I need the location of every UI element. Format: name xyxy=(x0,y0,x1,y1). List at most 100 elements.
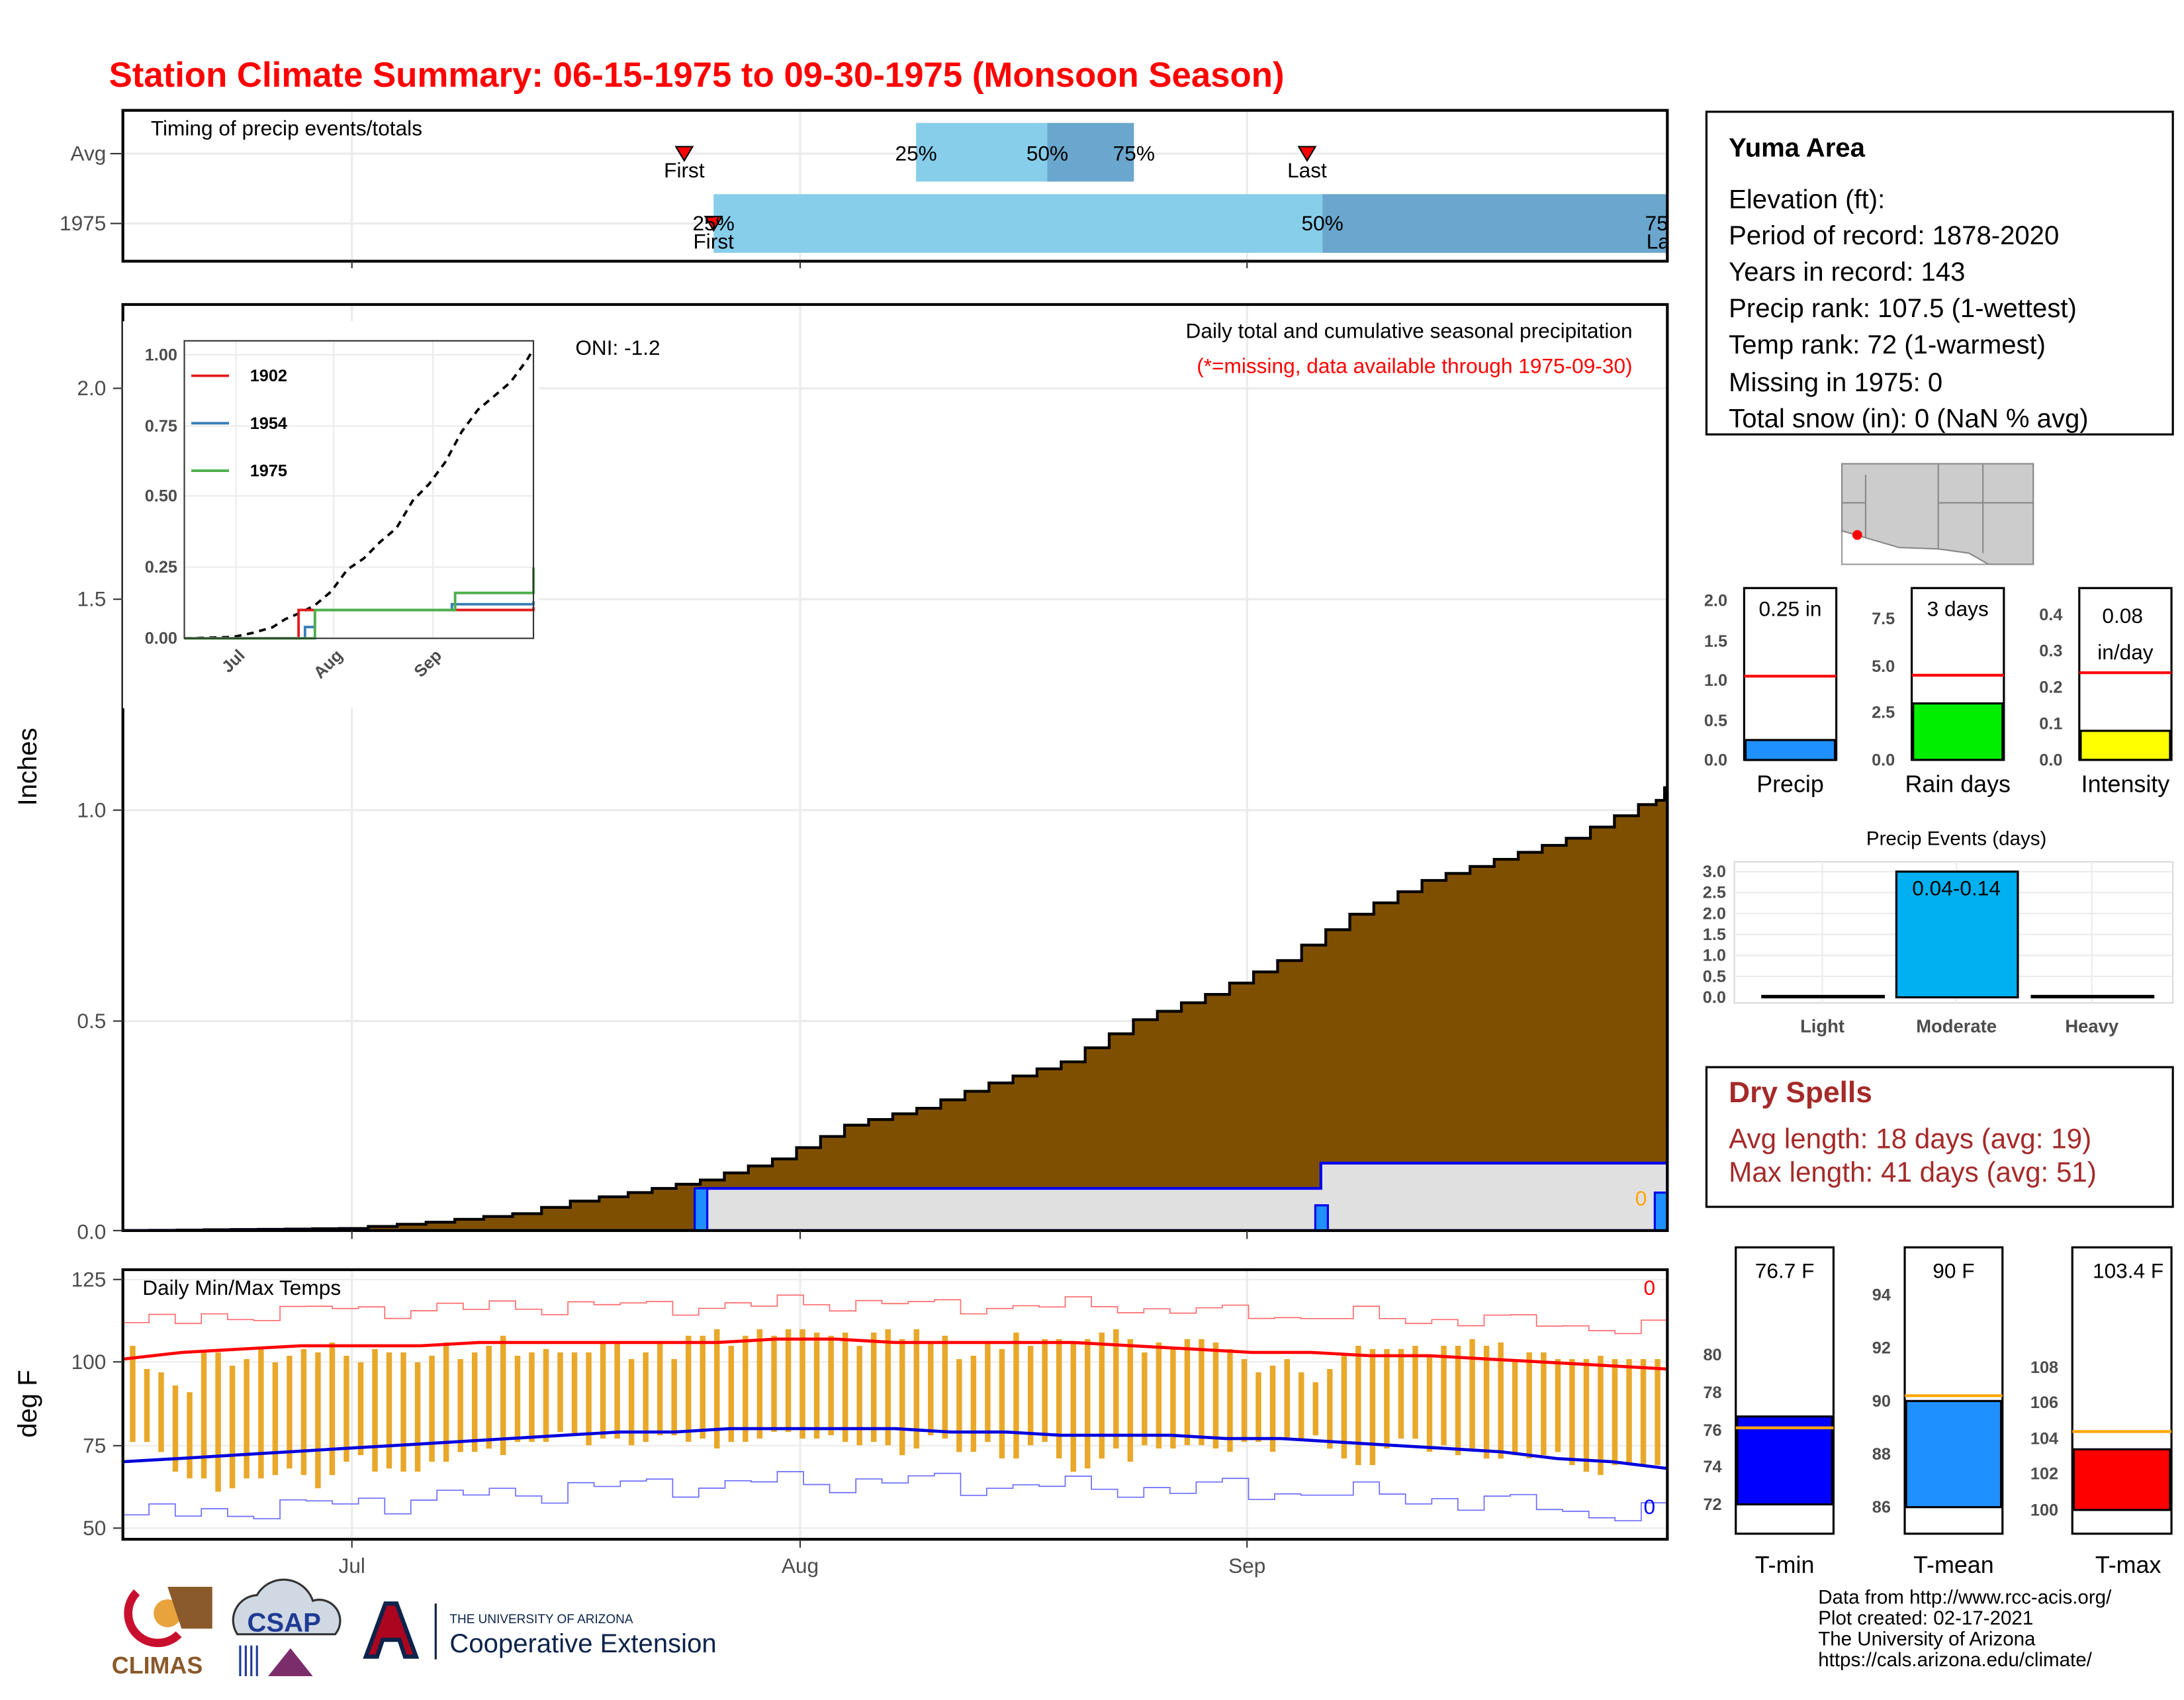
daily-temp-bars xyxy=(130,1329,1661,1492)
daily-temp-bar xyxy=(1199,1339,1205,1446)
daily-temp-bar xyxy=(1298,1372,1304,1439)
temps-ytick: 75 xyxy=(83,1433,106,1457)
temps-xtick: Aug xyxy=(782,1554,819,1578)
record-min-line xyxy=(122,1471,1668,1522)
temps-ylabel: deg F xyxy=(13,1370,42,1438)
precip-ytick: 0.5 xyxy=(77,1009,106,1033)
tmin-ytick: 80 xyxy=(1703,1346,1721,1364)
y1975-first-marker xyxy=(704,215,723,232)
inset-avg-line xyxy=(184,348,535,640)
temps-zero-max: 0 xyxy=(1643,1276,1655,1299)
avg-first-label: First xyxy=(664,158,705,182)
tmin-label: T-min xyxy=(1755,1552,1815,1578)
daily-temp-bar xyxy=(1483,1345,1490,1459)
temps-label: Daily Min/Max Temps xyxy=(142,1276,341,1299)
precip-ytick: 0.5 xyxy=(1704,712,1727,730)
precip-bar xyxy=(1744,739,1837,761)
daily-temp-bar xyxy=(158,1372,164,1452)
daily-temp-bar xyxy=(956,1359,962,1452)
daily-temp-bar xyxy=(1013,1332,1019,1459)
avg-p75-label: 75% xyxy=(1113,142,1155,165)
tmax-ytick: 106 xyxy=(2030,1393,2058,1412)
dry-spells-avg: Avg length: 18 days (avg: 19) xyxy=(1729,1123,2091,1154)
credits: Data from http://www.rcc-acis.org/ Plot … xyxy=(1818,1586,2112,1671)
tmin-ytick: 76 xyxy=(1703,1421,1721,1440)
daily-temp-bar xyxy=(1241,1359,1248,1442)
credit-line: https://cals.arizona.edu/climate/ xyxy=(1818,1649,2092,1671)
tmean-value: 90 F xyxy=(1933,1259,1974,1283)
events-bar-moderate xyxy=(1895,871,2019,999)
tmax-ytick: 102 xyxy=(2030,1464,2058,1483)
daily-temp-bar xyxy=(486,1345,492,1449)
intensity-ytick: 0.4 xyxy=(2039,606,2062,624)
tmax-ytick: 108 xyxy=(2030,1358,2058,1377)
tmean-label: T-mean xyxy=(1913,1552,1994,1578)
credit-line: Plot created: 02-17-2021 xyxy=(1818,1607,2033,1629)
daily-temp-bar xyxy=(229,1365,236,1489)
info-line: Period of record: 1878-2020 xyxy=(1729,221,2059,250)
temps-ytick: 100 xyxy=(71,1350,107,1374)
precip-ytick: 0.0 xyxy=(1704,751,1727,769)
daily-temp-bar xyxy=(372,1348,378,1472)
events-ytick: 0.5 xyxy=(1703,967,1726,986)
daily-temp-bar xyxy=(1113,1329,1119,1449)
daily-temp-bar xyxy=(400,1352,406,1472)
daily-temp-bar xyxy=(999,1348,1005,1459)
daily-temp-bar xyxy=(201,1352,207,1479)
tmax-ytick: 104 xyxy=(2030,1430,2058,1448)
daily-temp-bar xyxy=(1056,1339,1062,1459)
daily-temp-bar xyxy=(1269,1365,1276,1452)
daily-temp-bar xyxy=(771,1335,777,1432)
daily-temp-bar xyxy=(942,1335,948,1439)
daily-temp-bar xyxy=(514,1355,521,1442)
daily-temp-bar xyxy=(1655,1359,1661,1466)
daily-temp-bar xyxy=(643,1352,649,1442)
daily-precip-bar-0725 xyxy=(694,1187,709,1232)
y1975-p25-label: 25% xyxy=(693,211,735,235)
inset-ytick: 0.00 xyxy=(145,630,177,648)
tmax-label: T-max xyxy=(2095,1552,2161,1578)
daily-temp-bar xyxy=(571,1352,578,1436)
intensity-ytick: 0.0 xyxy=(2039,751,2062,769)
inset-ytick: 1.00 xyxy=(145,346,177,364)
events-bar-label: 0.04-0.14 xyxy=(1912,876,2001,900)
events-xtick: Moderate xyxy=(1916,1015,1997,1036)
y1975-50-75-bar xyxy=(1322,194,1668,253)
avg-50-75-bar xyxy=(1047,122,1134,182)
info-line: Temp rank: 72 (1-warmest) xyxy=(1729,330,2046,359)
tmin-mini-bar: 76.7 F T-min 72 74 76 78 80 xyxy=(1703,1246,1835,1578)
precip-ytick: 1.0 xyxy=(1704,671,1727,690)
daily-temp-bar xyxy=(1184,1339,1191,1446)
daily-temp-bar xyxy=(215,1352,221,1492)
temps-zero-min: 0 xyxy=(1643,1495,1655,1519)
timing-row-1975: 1975 xyxy=(60,211,106,235)
rain-days-ytick: 5.0 xyxy=(1872,657,1895,676)
tmean-ytick: 90 xyxy=(1872,1392,1891,1411)
daily-temp-bar xyxy=(315,1352,321,1489)
avg-p25-label: 25% xyxy=(895,142,937,165)
daily-temp-bar xyxy=(1455,1345,1461,1456)
climas-logo: CLIMAS xyxy=(112,1586,212,1679)
oni-label: ONI: -1.2 xyxy=(575,336,660,359)
events-bar-light xyxy=(1761,994,1885,999)
precip-events-chart: Precip Events (days) 0.04-0.14 Light Mod… xyxy=(1703,828,2174,1036)
intensity-ytick: 0.3 xyxy=(2039,642,2062,661)
daily-temp-bar xyxy=(471,1352,478,1452)
rain-days-bar xyxy=(1912,702,2004,761)
daily-temp-bar xyxy=(928,1342,934,1436)
tmax-bar xyxy=(2072,1448,2171,1511)
csap-logo: CSAP xyxy=(232,1578,341,1676)
tmean-ytick: 94 xyxy=(1872,1286,1891,1304)
events-title: Precip Events (days) xyxy=(1866,828,2046,850)
y1975-first-label: First xyxy=(693,230,734,254)
daily-temp-bar xyxy=(1227,1348,1233,1452)
daily-temp-bar xyxy=(1284,1359,1291,1439)
tmin-value: 76.7 F xyxy=(1755,1259,1815,1283)
tmin-ytick: 78 xyxy=(1703,1384,1721,1402)
tmean-mini-bar: 90 F T-mean 86 88 90 92 94 xyxy=(1872,1246,2004,1578)
ua-top-text: THE UNIVERSITY OF ARIZONA xyxy=(449,1613,633,1627)
events-xtick: Light xyxy=(1800,1015,1844,1036)
daily-temp-bar xyxy=(272,1362,279,1476)
